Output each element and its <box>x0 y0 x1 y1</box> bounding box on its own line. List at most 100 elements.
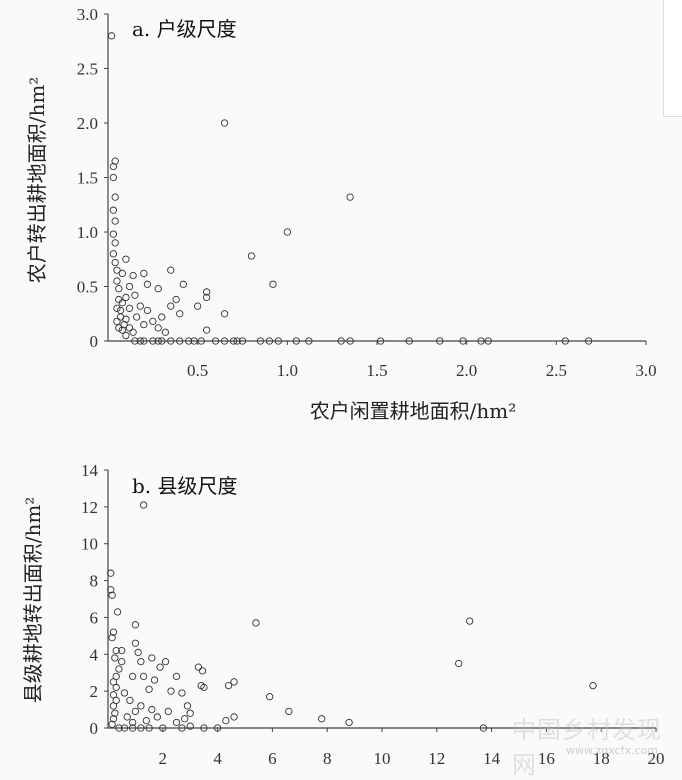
panel-b-data-point <box>479 724 488 732</box>
panel-b-x-tick-label: 4 <box>213 749 222 768</box>
panel-b-data-point <box>200 683 208 692</box>
panel-a-data-point <box>158 337 166 345</box>
panel-a-data-point <box>233 337 241 345</box>
panel-b-data-point <box>129 672 137 681</box>
panel-b-data-point <box>153 713 161 721</box>
panel-a-data-point <box>484 337 492 345</box>
panel-a-data-point <box>211 337 220 345</box>
panel-b-x-tick-label: 8 <box>323 749 332 768</box>
panel-a-y-tick-label: 0.5 <box>77 278 98 297</box>
panel-a-data-point <box>118 326 126 334</box>
panel-b-data-point <box>109 702 118 710</box>
panel-a-y-axis-label: 农户转出耕地面积/hm² <box>25 77 49 284</box>
panel-a-data-point <box>202 288 211 296</box>
panel-a-data-point <box>120 320 128 329</box>
panel-a-data-point <box>129 328 137 336</box>
panel-b-data-point <box>178 724 186 732</box>
panel-a-data-point <box>220 119 229 127</box>
panel-b-data-point <box>131 639 140 647</box>
panel-a-data-point <box>143 306 152 315</box>
panel-a-data-point <box>118 269 126 278</box>
panel-a-data-point <box>283 228 291 236</box>
panel-a-data-point <box>111 258 119 267</box>
panel-b-data-point <box>142 716 151 725</box>
panel-b-data-point <box>200 724 208 732</box>
panel-b-y-tick-label: 6 <box>90 608 99 627</box>
panel-b-data-point <box>186 722 194 730</box>
panel-a-data-point <box>111 239 119 247</box>
panel-a-title: a. 户级尺度 <box>132 17 237 41</box>
panel-b-data-point <box>285 707 293 716</box>
panel-a-data-point <box>140 269 148 278</box>
panel-a-data-point <box>113 277 121 285</box>
panel-b-data-point <box>112 683 120 692</box>
panel-a-data-point <box>109 206 118 214</box>
panel-b-data-point <box>172 718 181 727</box>
panel-a-y-tick-label: 2.5 <box>77 60 98 79</box>
panel-a-x-tick-label: 3.0 <box>635 361 656 380</box>
panel-b-data-point <box>148 654 156 662</box>
panel-b-x-tick-label: 12 <box>428 749 445 768</box>
panel-a-data-point <box>136 337 144 345</box>
panel-b-data-point <box>131 707 140 716</box>
panel-b-data-point <box>181 715 189 723</box>
panel-b-data-point <box>131 621 140 629</box>
panel-b-data-point <box>167 687 175 695</box>
panel-a-data-point <box>154 337 162 345</box>
panel-b-data-point <box>113 608 122 616</box>
panel-b-x-tick-label: 10 <box>374 749 391 768</box>
panel-a-data-point <box>269 280 277 288</box>
panel-a-data-point <box>113 317 121 326</box>
panel-b-data-point <box>120 689 129 697</box>
panel-b-y-tick-label: 2 <box>90 682 99 701</box>
panel-b-data-point <box>108 591 116 599</box>
panel-b-data-point <box>156 663 164 671</box>
panel-b-data-point <box>252 619 260 627</box>
panel-b-data-point <box>139 672 148 681</box>
panel-b-data-point <box>108 720 116 728</box>
panel-b-data-point <box>145 724 153 732</box>
panel-a-y-tick-label: 0 <box>90 332 99 351</box>
panel-a-data-point <box>158 313 166 321</box>
panel-a-data-point <box>176 310 184 318</box>
panel-a-data-point <box>584 337 593 345</box>
panel-a-data-point <box>125 282 134 291</box>
panel-a-data-point <box>149 317 157 326</box>
panel-a-data-point <box>131 291 139 299</box>
panel-a-x-tick-label: 2.0 <box>456 361 477 380</box>
panel-b-data-point <box>115 665 123 673</box>
panel-b-data-point <box>183 702 192 710</box>
panel-a-data-point <box>111 217 119 225</box>
panel-a-data-point <box>109 162 118 171</box>
panel-b-data-point <box>129 718 137 727</box>
panel-a-data-point <box>190 337 198 345</box>
panel-b-data-point <box>134 648 142 657</box>
panel-a-data-point <box>405 337 413 345</box>
panel-a-data-point <box>436 337 444 345</box>
panel-b-x-tick-label: 6 <box>268 749 277 768</box>
panel-a-data-point <box>346 337 354 345</box>
panel-a-data-point <box>131 337 139 345</box>
panel-b-y-tick-label: 10 <box>81 535 98 554</box>
panel-a-data-point <box>229 337 238 345</box>
panel-a-data-point <box>115 285 123 293</box>
panel-b-data-point <box>159 724 167 732</box>
panel-a-data-point <box>109 250 118 258</box>
panel-a-data-point <box>140 337 148 345</box>
panel-b-data-point <box>118 646 126 655</box>
panel-a-data-point <box>107 32 116 40</box>
panel-a-data-point <box>122 255 130 263</box>
panel-a-data-point <box>220 337 229 345</box>
panel-a-data-point <box>477 337 485 345</box>
panel-b-x-tick-label: 2 <box>159 749 168 768</box>
panel-a-data-point <box>202 293 211 302</box>
panel-a-data-point <box>185 337 193 345</box>
panel-a-data-point <box>167 337 175 345</box>
panel-a-data-point <box>220 310 229 318</box>
panel-b-title: b. 县级尺度 <box>132 474 238 498</box>
panel-b-data-point <box>589 681 597 690</box>
panel-a-data-point <box>161 328 170 336</box>
panel-a-data-point <box>179 280 187 288</box>
panel-a-data-point <box>238 337 247 345</box>
panel-a-data-point <box>129 271 137 280</box>
